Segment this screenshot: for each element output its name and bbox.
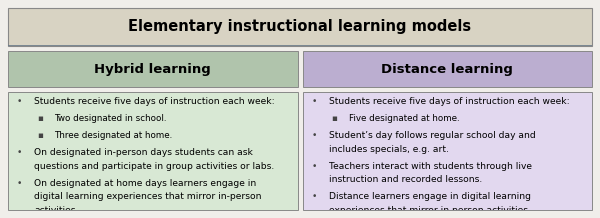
Text: questions and participate in group activities or labs.: questions and participate in group activ… [34,162,274,171]
Text: experiences that mirror in person activities.: experiences that mirror in person activi… [329,206,530,215]
Text: •: • [311,131,317,140]
Text: includes specials, e.g. art.: includes specials, e.g. art. [329,145,448,153]
Text: digital learning experiences that mirror in-person: digital learning experiences that mirror… [34,192,262,201]
Text: Distance learners engage in digital learning: Distance learners engage in digital lear… [329,192,530,201]
Text: activities.: activities. [34,206,79,215]
Text: Two designated in school.: Two designated in school. [55,114,167,123]
Text: ▪: ▪ [37,131,43,140]
Text: Three designated at home.: Three designated at home. [55,131,173,140]
Text: Five designated at home.: Five designated at home. [349,114,460,123]
Text: •: • [311,97,317,106]
Text: ▪: ▪ [37,114,43,123]
Text: Student’s day follows regular school day and: Student’s day follows regular school day… [329,131,535,140]
Text: Hybrid learning: Hybrid learning [94,63,211,75]
Text: On designated at home days learners engage in: On designated at home days learners enga… [34,179,256,188]
Text: Elementary instructional learning models: Elementary instructional learning models [128,19,472,34]
Text: •: • [311,162,317,171]
Text: ▪: ▪ [331,114,337,123]
Text: Teachers interact with students through live: Teachers interact with students through … [329,162,532,171]
Text: •: • [17,179,22,188]
Text: Students receive five days of instruction each week:: Students receive five days of instructio… [34,97,275,106]
Text: Students receive five days of instruction each week:: Students receive five days of instructio… [329,97,569,106]
Text: •: • [17,148,22,157]
Text: instruction and recorded lessons.: instruction and recorded lessons. [329,175,482,184]
Text: Distance learning: Distance learning [382,63,513,75]
Text: •: • [17,97,22,106]
Text: •: • [311,192,317,201]
Text: On designated in-person days students can ask: On designated in-person days students ca… [34,148,253,157]
